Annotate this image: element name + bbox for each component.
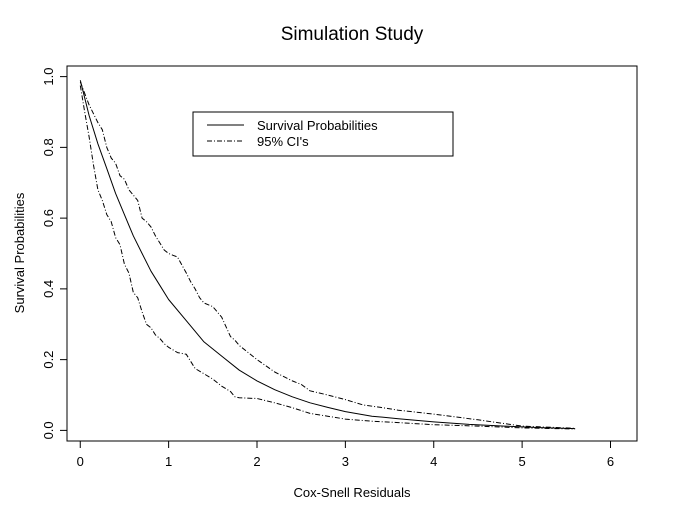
x-tick-label: 4	[430, 454, 437, 469]
y-axis: 0.0 0.2 0.4 0.6 0.8 1.0	[41, 68, 68, 439]
legend-box	[192, 111, 454, 157]
x-tick-label: 6	[607, 454, 614, 469]
x-tick-label: 5	[518, 454, 525, 469]
y-tick-label: 0.8	[41, 138, 56, 156]
x-axis: 0 1 2 3 4 5 6	[77, 440, 614, 469]
legend: Survival Probabilities 95% CI's	[192, 111, 454, 157]
series-layer	[79, 80, 576, 430]
legend-label-ci: 95% CI's	[257, 134, 309, 149]
x-tick-label: 2	[253, 454, 260, 469]
y-tick-label: 0.2	[41, 351, 56, 369]
y-tick-label: 0.4	[41, 280, 56, 298]
legend-label-survival: Survival Probabilities	[257, 118, 378, 133]
x-tick-label: 1	[165, 454, 172, 469]
chart-title: Simulation Study	[281, 24, 424, 45]
x-tick-label: 0	[77, 454, 84, 469]
y-tick-label: 0.6	[41, 209, 56, 227]
x-axis-label: Cox-Snell Residuals	[293, 485, 411, 500]
x-tick-label: 3	[342, 454, 349, 469]
y-tick-label: 0.0	[41, 421, 56, 439]
series-line-ci-2	[79, 85, 576, 430]
series-line-survival	[79, 80, 576, 430]
y-axis-label: Survival Probabilities	[12, 192, 27, 313]
y-tick-label: 1.0	[41, 68, 56, 86]
